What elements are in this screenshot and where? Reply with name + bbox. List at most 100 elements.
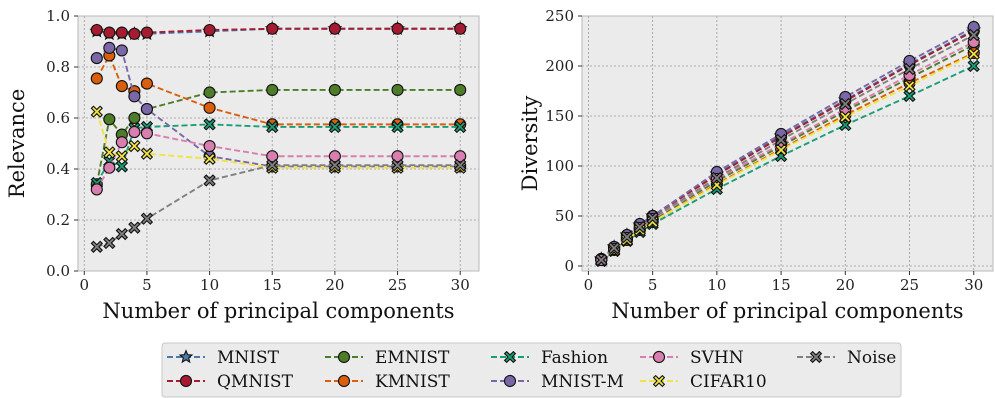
legend-label: QMNIST <box>217 372 294 392</box>
emnist-point <box>391 83 404 97</box>
kmnist-point <box>90 72 103 85</box>
legend-marker <box>178 349 194 364</box>
noise-line <box>600 34 975 261</box>
emnist-point <box>328 83 341 97</box>
qmnist-point <box>391 22 404 35</box>
fashion-point <box>454 120 467 134</box>
emnist-point <box>266 83 279 97</box>
legend-marker <box>652 350 666 364</box>
noise-point <box>115 227 129 241</box>
y-tick-label: 100 <box>545 157 574 175</box>
relevance-chart: 0 5 10 15 20 25 30 0.0 0.2 0.4 0.6 0.8 1.0 Number of … <box>5 7 480 323</box>
qmnist-point <box>115 26 128 39</box>
fashion-point <box>903 89 916 103</box>
y-tick-label: 0.6 <box>46 109 70 127</box>
legend-item-fashion: Fashion <box>491 348 608 368</box>
legend-marker <box>503 350 517 364</box>
legend-marker <box>337 374 351 388</box>
legend-label: KMNIST <box>375 372 450 392</box>
noise-point <box>454 159 467 172</box>
y-tick-label: 0 <box>564 257 574 275</box>
cifar10-point <box>140 147 154 160</box>
emnist-point <box>103 113 116 126</box>
cifar10-point <box>90 105 103 118</box>
qmnist-point <box>266 22 279 35</box>
noise-point <box>328 159 342 172</box>
mnist-m-line <box>96 46 461 168</box>
svhn-point <box>203 139 216 153</box>
cifar10-point <box>115 150 129 163</box>
noise-point <box>633 220 646 234</box>
qmnist-point <box>103 26 116 39</box>
noise-line <box>96 164 461 248</box>
cifar10-point <box>103 146 116 159</box>
cifar10-point <box>839 110 852 124</box>
y-tick-label: 1.0 <box>46 7 70 25</box>
emnist-point <box>203 86 216 99</box>
legend-label: CIFAR10 <box>690 372 767 392</box>
noise-point <box>607 241 621 255</box>
qmnist-point <box>454 22 467 35</box>
qmnist-line <box>600 30 975 260</box>
noise-point <box>595 253 608 267</box>
noise-series <box>595 28 980 267</box>
kmnist-point <box>203 101 216 114</box>
qmnist-point <box>328 22 341 35</box>
svhn-point <box>328 150 341 163</box>
cifar10-line <box>95 111 461 169</box>
noise-point <box>391 159 404 172</box>
noise-point <box>967 28 980 42</box>
cifar10-point <box>903 79 916 93</box>
noise-point <box>710 171 724 185</box>
svhn-point <box>90 183 103 196</box>
cifar10-point <box>203 152 216 165</box>
kmnist-line <box>95 53 461 126</box>
legend-item-svhn: SVHN <box>640 348 744 368</box>
mnist-m-point <box>115 44 128 57</box>
legend-item-mnist-m: MNIST-M <box>491 372 624 392</box>
legend-marker <box>652 374 666 388</box>
fashion-point <box>266 120 279 134</box>
cifar10-point <box>967 47 980 61</box>
y-tick-label: 150 <box>545 107 574 125</box>
cifar10-line <box>600 53 975 261</box>
y-tick-label: 50 <box>555 207 574 225</box>
emnist-line <box>95 88 461 185</box>
svhn-point <box>266 150 279 163</box>
svhn-point <box>454 150 467 163</box>
x-tick-label: 0 <box>79 276 89 294</box>
mnist-line <box>96 27 461 35</box>
x-tick-label: 15 <box>263 276 282 294</box>
qmnist-point <box>128 27 141 40</box>
y-tick-label: 0.4 <box>46 160 70 178</box>
x-tick-label: 0 <box>584 276 594 294</box>
noise-point <box>203 174 216 187</box>
fashion-point <box>391 120 404 134</box>
legend-marker <box>337 350 351 364</box>
fashion-line <box>95 123 461 184</box>
kmnist-point <box>140 77 153 90</box>
mnist-m-point <box>140 103 153 116</box>
qmnist-line <box>96 27 461 35</box>
legend-item-kmnist: KMNIST <box>325 372 450 392</box>
y-tick-label: 0.0 <box>46 262 70 280</box>
x-axis-label: Number of principal components <box>611 299 963 323</box>
noise-point <box>620 230 634 244</box>
y-axis-label: Diversity <box>518 96 542 192</box>
noise-point <box>90 240 103 253</box>
x-tick-label: 25 <box>900 276 919 294</box>
x-tick-label: 20 <box>836 276 855 294</box>
legend-marker <box>503 374 517 388</box>
noise-point <box>266 159 279 172</box>
legend-item-emnist: EMNIST <box>325 348 450 368</box>
mnist-m-point <box>103 41 116 54</box>
qmnist-series <box>90 22 467 40</box>
legend-item-qmnist: QMNIST <box>167 372 294 392</box>
emnist-point <box>128 111 141 125</box>
x-tick-label: 30 <box>964 276 983 294</box>
x-tick-label: 25 <box>388 276 407 294</box>
cifar10-point <box>774 143 788 157</box>
emnist-line <box>600 44 975 261</box>
noise-series <box>90 159 467 253</box>
